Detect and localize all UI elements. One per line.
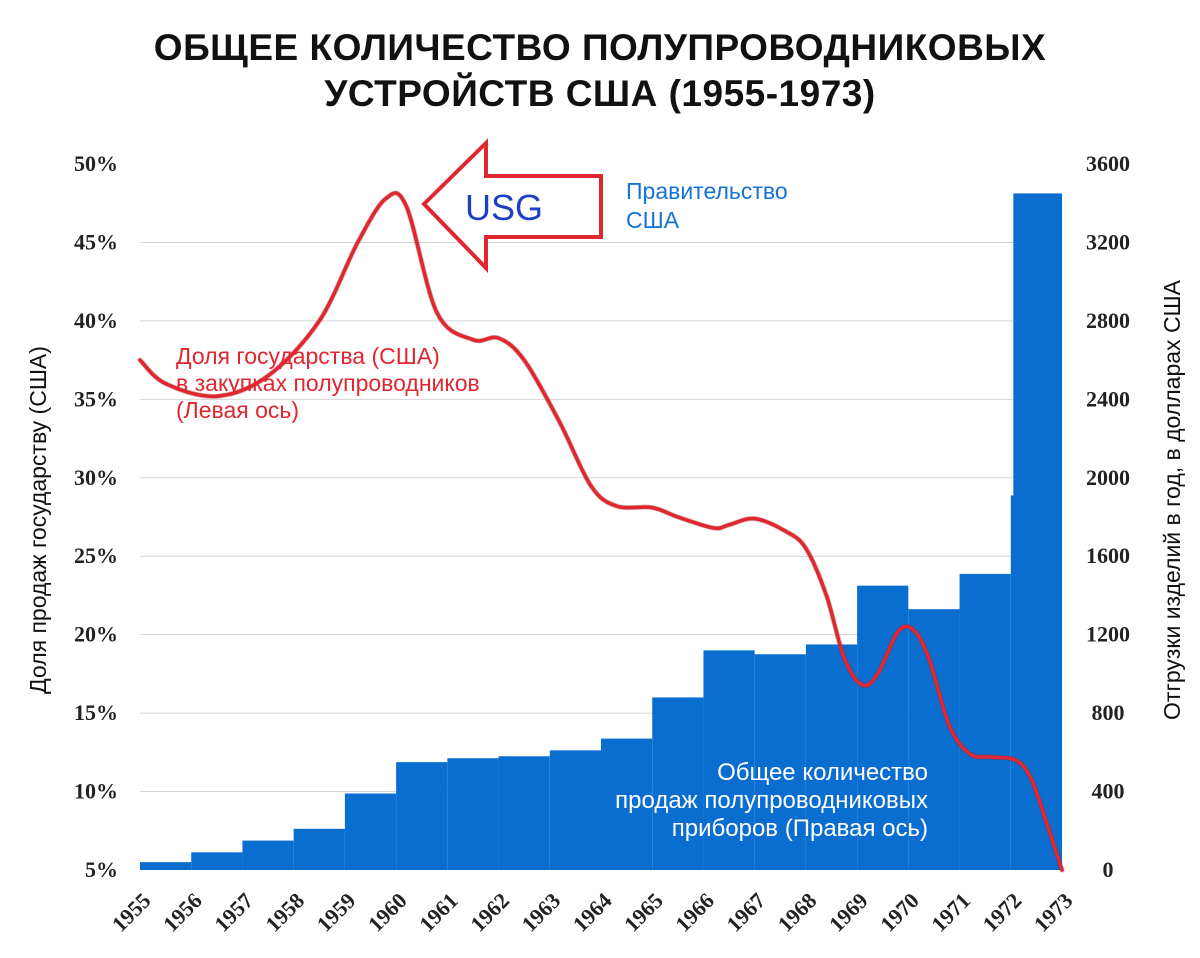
left-tick-label: 20% [74, 622, 118, 647]
chart-title-line-2: УСТРОЙСТВ США (1955-1973) [324, 72, 875, 114]
left-tick-label: 35% [74, 386, 118, 411]
bar-1967 [754, 654, 806, 870]
x-tick-label: 1960 [363, 888, 412, 937]
bar-1956 [191, 852, 243, 870]
x-tick-label: 1968 [773, 888, 822, 937]
x-axis-ticks: 1955 1956 1957 1958 1959 1960 1961 1962 1963 1964… [107, 888, 1078, 937]
government-label-line-1: Правительство [626, 178, 788, 204]
right-axis-label: Отгрузки изделий в год, в долларах США [1159, 279, 1185, 720]
x-tick-label: 1958 [260, 888, 309, 937]
line-series [137, 190, 1065, 873]
bar-1955 [140, 862, 192, 870]
right-tick-label: 3200 [1086, 229, 1130, 254]
right-tick-label: 1200 [1086, 622, 1130, 647]
left-tick-label: 40% [74, 308, 118, 333]
left-axis-label: Доля продаж государству (США) [25, 346, 51, 694]
share-line [138, 191, 1064, 872]
bar-series [140, 193, 1062, 870]
government-label-line-2: США [626, 207, 680, 233]
left-tick-label: 10% [74, 779, 118, 804]
bar-1957 [242, 840, 294, 870]
usg-label: USG [465, 187, 543, 228]
x-tick-label: 1965 [619, 888, 668, 937]
total-label-line-3: приборов (Правая ось) [672, 815, 928, 842]
chart-title-line-1: ОБЩЕЕ КОЛИЧЕСТВО ПОЛУПРОВОДНИКОВЫХ [154, 27, 1046, 68]
left-tick-label: 45% [74, 229, 118, 254]
bar-1973 [1013, 193, 1062, 870]
bar-1969 [857, 585, 909, 870]
x-tick-label: 1959 [312, 888, 361, 937]
bar-1966 [703, 650, 755, 870]
right-tick-label: 0 [1103, 857, 1114, 882]
share-label-line-2: в закупках полупроводников [176, 370, 480, 396]
right-tick-label: 2000 [1086, 465, 1130, 490]
x-tick-label: 1956 [158, 888, 207, 937]
x-tick-label: 1966 [670, 888, 719, 937]
total-label-line-2: продаж полупроводниковых [615, 787, 928, 814]
bar-1959 [344, 793, 397, 870]
x-tick-label: 1955 [107, 888, 156, 937]
right-tick-label: 400 [1092, 779, 1125, 804]
left-tick-label: 5% [85, 857, 118, 882]
bar-1968 [805, 644, 858, 870]
x-tick-label: 1963 [517, 888, 566, 937]
x-tick-label: 1973 [1029, 888, 1078, 937]
left-tick-label: 50% [74, 151, 118, 176]
bar-1958 [293, 828, 345, 870]
share-label-line-3: (Левая ось) [176, 397, 299, 423]
x-tick-label: 1972 [978, 888, 1027, 937]
left-tick-label: 15% [74, 700, 118, 725]
right-tick-label: 800 [1092, 700, 1125, 725]
x-tick-label: 1969 [824, 888, 873, 937]
grid-lines [140, 241, 1062, 793]
bar-1960 [396, 762, 448, 870]
x-tick-label: 1970 [875, 888, 924, 937]
left-axis-ticks: 5% 10% 15% 20% 25% 30% 35% 40% 45% 50% [74, 151, 118, 882]
right-tick-label: 1600 [1086, 543, 1130, 568]
right-axis-ticks: 0 400 800 1200 1600 2000 2400 2800 3200 3600 [1086, 151, 1130, 882]
x-tick-label: 1961 [414, 888, 463, 937]
x-tick-label: 1971 [926, 888, 975, 937]
bar-1970 [908, 609, 960, 870]
bar-1965 [652, 697, 704, 870]
right-tick-label: 3600 [1086, 151, 1130, 176]
share-label-line-1: Доля государства (США) [176, 343, 440, 369]
total-label-line-1: Общее количество [717, 759, 928, 786]
bar-1962 [498, 756, 550, 870]
right-tick-label: 2400 [1086, 386, 1130, 411]
usg-arrow-icon [421, 138, 603, 273]
bar-1961 [447, 758, 499, 870]
x-tick-label: 1962 [465, 888, 514, 937]
right-tick-label: 2800 [1086, 308, 1130, 333]
left-tick-label: 25% [74, 543, 118, 568]
bar-1964 [601, 738, 653, 870]
bar-1971 [959, 573, 1011, 870]
left-tick-label: 30% [74, 465, 118, 490]
x-tick-label: 1957 [209, 888, 258, 937]
x-tick-label: 1967 [721, 888, 770, 937]
x-tick-label: 1964 [568, 888, 617, 937]
bar-1963 [549, 750, 601, 870]
